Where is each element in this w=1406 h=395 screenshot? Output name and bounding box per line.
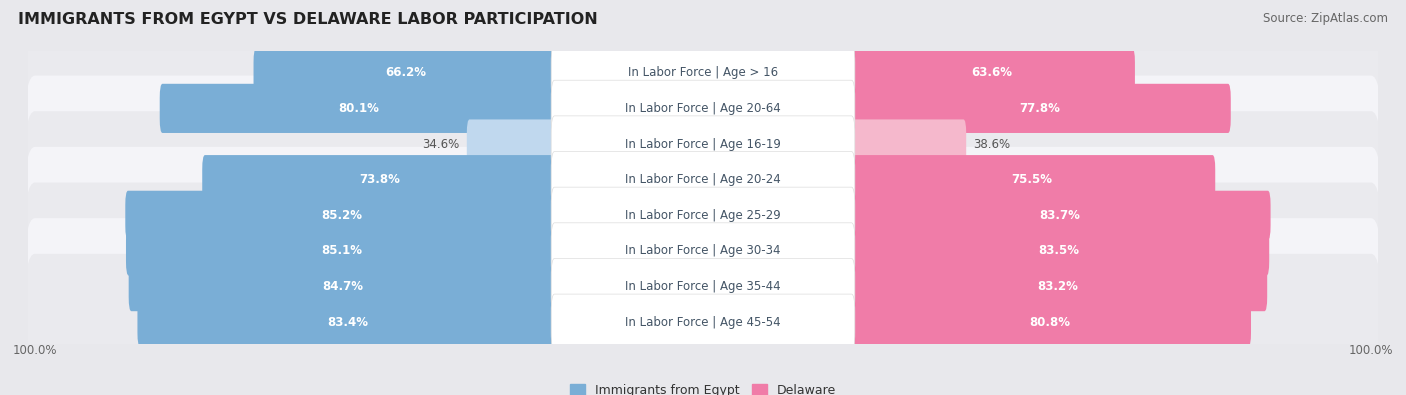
Text: 63.6%: 63.6% xyxy=(972,66,1012,79)
Text: 66.2%: 66.2% xyxy=(385,66,426,79)
FancyBboxPatch shape xyxy=(700,84,1230,133)
Text: 85.2%: 85.2% xyxy=(321,209,361,222)
Text: 83.2%: 83.2% xyxy=(1038,280,1078,293)
Text: In Labor Force | Age 25-29: In Labor Force | Age 25-29 xyxy=(626,209,780,222)
FancyBboxPatch shape xyxy=(700,226,1270,276)
FancyBboxPatch shape xyxy=(551,80,855,137)
FancyBboxPatch shape xyxy=(25,40,1381,177)
FancyBboxPatch shape xyxy=(127,226,706,276)
FancyBboxPatch shape xyxy=(202,155,706,204)
FancyBboxPatch shape xyxy=(551,258,855,315)
Text: In Labor Force | Age 45-54: In Labor Force | Age 45-54 xyxy=(626,316,780,329)
FancyBboxPatch shape xyxy=(700,262,1267,311)
Text: 83.7%: 83.7% xyxy=(1039,209,1080,222)
FancyBboxPatch shape xyxy=(25,254,1381,391)
FancyBboxPatch shape xyxy=(700,119,966,169)
FancyBboxPatch shape xyxy=(700,48,1135,97)
Text: 38.6%: 38.6% xyxy=(973,137,1011,150)
FancyBboxPatch shape xyxy=(125,191,706,240)
Text: 83.4%: 83.4% xyxy=(326,316,368,329)
FancyBboxPatch shape xyxy=(253,48,706,97)
FancyBboxPatch shape xyxy=(467,119,706,169)
FancyBboxPatch shape xyxy=(25,182,1381,320)
Text: 73.8%: 73.8% xyxy=(360,173,401,186)
FancyBboxPatch shape xyxy=(551,152,855,208)
Legend: Immigrants from Egypt, Delaware: Immigrants from Egypt, Delaware xyxy=(565,379,841,395)
FancyBboxPatch shape xyxy=(700,298,1251,347)
Text: 77.8%: 77.8% xyxy=(1019,102,1060,115)
Text: 84.7%: 84.7% xyxy=(322,280,364,293)
Text: In Labor Force | Age 20-24: In Labor Force | Age 20-24 xyxy=(626,173,780,186)
Text: 100.0%: 100.0% xyxy=(13,344,58,357)
Text: 83.5%: 83.5% xyxy=(1039,245,1080,258)
Text: 34.6%: 34.6% xyxy=(422,137,460,150)
Text: 80.1%: 80.1% xyxy=(337,102,378,115)
Text: 85.1%: 85.1% xyxy=(321,245,363,258)
Text: In Labor Force | Age 35-44: In Labor Force | Age 35-44 xyxy=(626,280,780,293)
FancyBboxPatch shape xyxy=(25,147,1381,284)
FancyBboxPatch shape xyxy=(551,294,855,350)
FancyBboxPatch shape xyxy=(129,262,706,311)
Text: IMMIGRANTS FROM EGYPT VS DELAWARE LABOR PARTICIPATION: IMMIGRANTS FROM EGYPT VS DELAWARE LABOR … xyxy=(18,12,598,27)
FancyBboxPatch shape xyxy=(25,218,1381,355)
Text: In Labor Force | Age > 16: In Labor Force | Age > 16 xyxy=(628,66,778,79)
Text: 100.0%: 100.0% xyxy=(1348,344,1393,357)
Text: 75.5%: 75.5% xyxy=(1011,173,1053,186)
Text: Source: ZipAtlas.com: Source: ZipAtlas.com xyxy=(1263,12,1388,25)
FancyBboxPatch shape xyxy=(551,223,855,279)
FancyBboxPatch shape xyxy=(160,84,706,133)
Text: In Labor Force | Age 20-64: In Labor Force | Age 20-64 xyxy=(626,102,780,115)
FancyBboxPatch shape xyxy=(138,298,706,347)
FancyBboxPatch shape xyxy=(25,75,1381,213)
FancyBboxPatch shape xyxy=(551,187,855,243)
Text: In Labor Force | Age 30-34: In Labor Force | Age 30-34 xyxy=(626,245,780,258)
FancyBboxPatch shape xyxy=(551,116,855,172)
Text: 80.8%: 80.8% xyxy=(1029,316,1070,329)
FancyBboxPatch shape xyxy=(700,191,1271,240)
FancyBboxPatch shape xyxy=(25,4,1381,141)
FancyBboxPatch shape xyxy=(551,45,855,101)
FancyBboxPatch shape xyxy=(25,111,1381,248)
FancyBboxPatch shape xyxy=(700,155,1215,204)
Text: In Labor Force | Age 16-19: In Labor Force | Age 16-19 xyxy=(626,137,780,150)
